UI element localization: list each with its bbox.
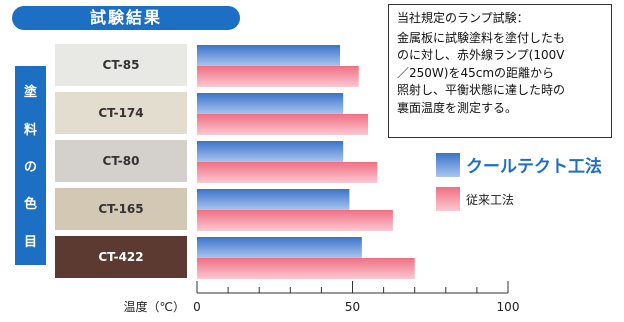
- note-heading: 当社規定のランプ試験：: [397, 11, 529, 25]
- paint-color-side-label: 塗 料 の 色 目: [15, 66, 46, 265]
- legend-label: 従来工法: [466, 192, 515, 207]
- bar-conventional: [197, 114, 369, 135]
- category-swatch: [55, 44, 187, 86]
- category-label: CT-422: [98, 250, 143, 264]
- side-label-char: 塗: [23, 85, 37, 101]
- legend-item-cooltect: クールテクト工法: [436, 152, 620, 177]
- category-label: CT-80: [103, 154, 140, 168]
- bar-cooltect: [197, 237, 362, 258]
- legend-swatch: [436, 187, 460, 211]
- x-axis: 0 50 100 温度（℃）: [124, 281, 520, 314]
- x-tick-label: 0: [193, 300, 201, 314]
- note-line: 裏面温度を測定する。: [397, 100, 518, 115]
- category-swatch: [55, 236, 187, 278]
- category-label: CT-165: [98, 202, 143, 216]
- category-swatch: [55, 92, 187, 134]
- category-swatch: [55, 140, 187, 182]
- chart-title: 試験結果: [12, 6, 240, 30]
- category-swatches: CT-85 CT-174 CT-80 CT-165 CT-422: [55, 44, 187, 278]
- side-label-char: 目: [23, 234, 37, 250]
- legend: クールテクト工法 従来工法: [436, 152, 620, 221]
- note-line: 照射し、平衡状態に達した時の: [397, 83, 566, 97]
- bars-group: [197, 45, 415, 279]
- bar-conventional: [197, 162, 378, 183]
- category-label: CT-85: [103, 58, 140, 72]
- side-label-char: 料: [23, 122, 37, 138]
- x-tick-label: 50: [345, 300, 360, 314]
- legend-swatch: [436, 152, 460, 177]
- bar-cooltect: [197, 141, 344, 162]
- bar-cooltect: [197, 93, 344, 114]
- note-line: 金属板に試験塗料を塗付したも: [397, 30, 566, 45]
- x-axis-label: 温度（℃）: [124, 299, 185, 314]
- note-line: のに対し、赤外線ランプ(100V: [397, 48, 565, 62]
- bar-conventional: [197, 258, 415, 279]
- category-swatch: [55, 188, 187, 230]
- x-tick-label: 100: [497, 300, 520, 314]
- bar-cooltect: [197, 45, 341, 66]
- legend-label: クールテクト工法: [466, 157, 602, 177]
- note-line: ／250W)を45cmの距離から: [397, 65, 555, 80]
- test-method-note: 当社規定のランプ試験： 金属板に試験塗料を塗付したも のに対し、赤外線ランプ(1…: [388, 4, 612, 138]
- legend-item-conventional: 従来工法: [436, 187, 620, 211]
- bar-cooltect: [197, 189, 350, 210]
- side-label-char: の: [23, 159, 37, 175]
- bar-conventional: [197, 210, 393, 231]
- side-label-char: 色: [23, 197, 37, 213]
- category-label: CT-174: [98, 106, 143, 120]
- bar-conventional: [197, 66, 359, 87]
